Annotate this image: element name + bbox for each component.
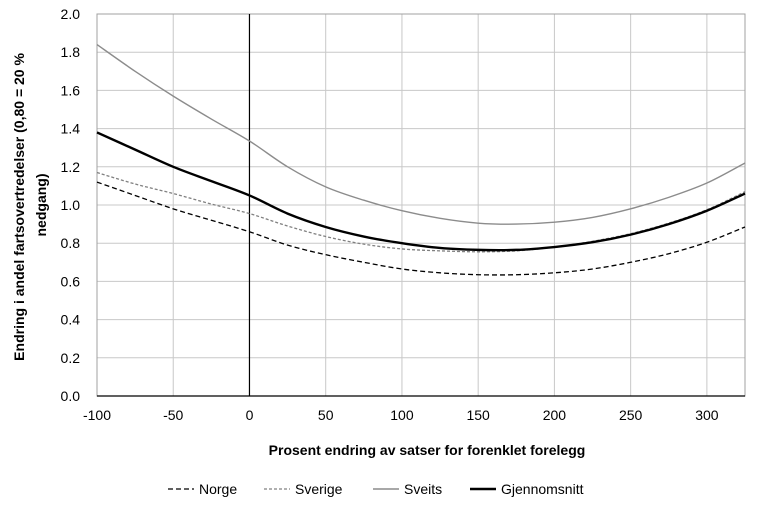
- legend-label-gjennomsnitt: Gjennomsnitt: [501, 481, 584, 497]
- gridlines: [96, 13, 745, 397]
- y-axis-title-line-1: Endring i andel fartsovertredelser (0,80…: [11, 53, 27, 361]
- x-tick-label: 200: [543, 407, 567, 423]
- series-line-gjennomsnitt: [96, 131, 746, 252]
- series-line-norge: [96, 181, 746, 276]
- legend-label-sverige: Sverige: [295, 481, 343, 497]
- x-tick-label: 250: [619, 407, 643, 423]
- x-tick-label: 300: [695, 407, 719, 423]
- x-axis-title: Prosent endring av satser for forenklet …: [269, 442, 586, 458]
- x-tick-label: 50: [318, 407, 334, 423]
- legend: Norge Sverige Sveits Gjennomsnitt: [168, 481, 584, 497]
- x-tick-label: 0: [246, 407, 254, 423]
- y-tick-label: 2.0: [61, 6, 81, 22]
- legend-label-norge: Norge: [199, 481, 237, 497]
- x-tick-labels: -100 -50 0 50 100 150 200 250 300: [83, 407, 719, 423]
- y-tick-label: 0.8: [61, 235, 81, 251]
- series-line-sveits: [96, 43, 746, 225]
- y-tick-label: 1.0: [61, 197, 81, 213]
- y-tick-labels: 0.0 0.2 0.4 0.6 0.8 1.0 1.2 1.4 1.6 1.8 2.0: [61, 6, 81, 404]
- series-line-sverige: [96, 171, 746, 253]
- axes: [96, 13, 746, 397]
- y-tick-label: 0.0: [61, 388, 81, 404]
- y-axis-title-line-2: nedgang): [33, 174, 49, 237]
- series-lines: [96, 43, 746, 276]
- y-tick-label: 0.2: [61, 350, 81, 366]
- y-tick-label: 1.4: [61, 121, 81, 137]
- y-tick-label: 1.8: [61, 44, 81, 60]
- x-tick-label: -100: [83, 407, 111, 423]
- y-tick-label: 1.2: [61, 159, 81, 175]
- y-tick-label: 0.4: [61, 312, 81, 328]
- y-axis-title: Endring i andel fartsovertredelser (0,80…: [11, 49, 49, 361]
- y-tick-label: 1.6: [61, 82, 81, 98]
- legend-label-sveits: Sveits: [404, 481, 442, 497]
- x-tick-label: 150: [466, 407, 490, 423]
- x-tick-label: -50: [163, 407, 183, 423]
- x-tick-label: 100: [390, 407, 414, 423]
- y-tick-label: 0.6: [61, 273, 81, 289]
